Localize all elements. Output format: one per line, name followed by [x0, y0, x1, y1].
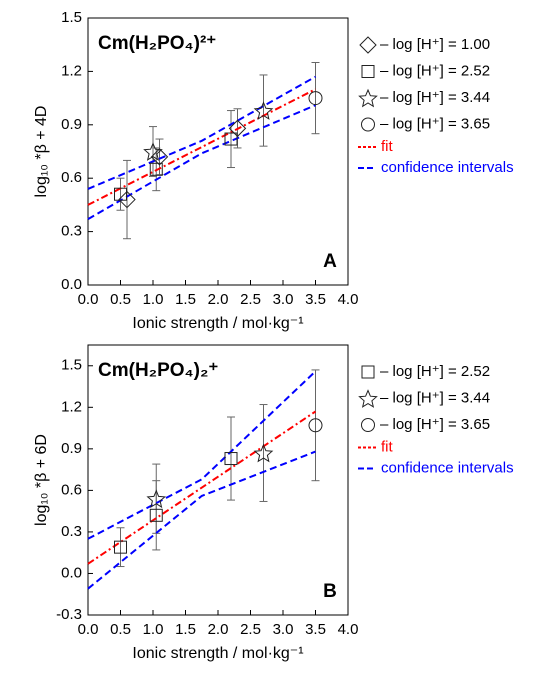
x-tick-label: 2.0	[208, 621, 229, 638]
error-bar	[116, 527, 125, 568]
panel-title: Cm(H₂PO₄)²⁺	[98, 33, 216, 54]
y-tick-label: 0.0	[61, 564, 82, 581]
y-tick-label: 1.5	[61, 357, 82, 374]
x-tick-label: 3.0	[273, 621, 294, 638]
error-bar	[152, 463, 161, 534]
x-tick-label: 0.0	[78, 291, 99, 308]
y-tick-label: 0.9	[61, 116, 82, 133]
marker-star	[146, 489, 167, 509]
error-bar	[259, 74, 268, 147]
x-tick-label: 1.0	[143, 621, 164, 638]
y-tick-label: 0.0	[61, 276, 82, 293]
y-tick-label: 1.5	[61, 9, 82, 26]
legend-label: – log [H⁺] = 3.65	[380, 115, 490, 132]
y-axis-label: log₁₀ *β + 4D	[33, 106, 50, 198]
error-bar	[227, 416, 235, 501]
marker-square	[114, 187, 127, 201]
ci-lower	[87, 450, 316, 590]
legend-label: confidence intervals	[381, 159, 514, 176]
legend-label: – log [H⁺] = 1.00	[380, 36, 490, 53]
panel-letter: B	[323, 581, 337, 602]
x-tick-label: 2.5	[240, 621, 261, 638]
panel-letter: A	[323, 251, 337, 272]
marker-circle	[361, 418, 375, 432]
ci-upper	[87, 75, 316, 190]
plot-frame	[87, 17, 349, 286]
x-axis-label: Ionic strength / mol·kg⁻¹	[132, 315, 303, 332]
y-tick-label: 1.2	[61, 62, 82, 79]
ci-lower	[87, 104, 316, 220]
legend-label: – log [H⁺] = 2.52	[380, 62, 490, 79]
error-bar	[311, 62, 320, 135]
x-tick-label: 2.0	[208, 291, 229, 308]
marker-square	[224, 452, 238, 466]
marker-star	[253, 101, 274, 120]
plot-frame	[87, 344, 349, 616]
x-tick-label: 0.5	[110, 621, 131, 638]
x-tick-label: 4.0	[338, 621, 359, 638]
ci-upper	[87, 370, 317, 540]
legend-label: fit	[381, 438, 394, 455]
marker-star	[358, 88, 378, 108]
legend-label: – log [H⁺] = 3.65	[380, 416, 490, 433]
marker-square	[361, 65, 375, 78]
y-tick-label: 0.6	[61, 169, 82, 186]
legend-label: fit	[381, 138, 394, 155]
x-tick-label: 3.5	[305, 291, 326, 308]
marker-diamond	[359, 36, 377, 54]
fit-line	[87, 410, 317, 565]
marker-square	[224, 132, 238, 146]
x-tick-label: 3.0	[273, 291, 294, 308]
x-tick-label: 1.0	[143, 291, 164, 308]
marker-circle	[361, 117, 375, 132]
panel-title: Cm(H₂PO₄)₂⁺	[98, 360, 218, 381]
marker-circle	[308, 418, 323, 433]
x-tick-label: 0.5	[110, 291, 131, 308]
error-bar	[116, 177, 125, 211]
marker-square	[361, 365, 375, 379]
x-tick-label: 2.5	[240, 291, 261, 308]
fit-line	[87, 88, 316, 206]
legend-label: – log [H⁺] = 3.44	[380, 389, 490, 406]
marker-star	[253, 443, 274, 463]
y-tick-label: 0.6	[61, 481, 82, 498]
marker-square	[114, 540, 127, 554]
legend-label: – log [H⁺] = 3.44	[380, 89, 490, 106]
x-tick-label: 4.0	[338, 291, 359, 308]
y-tick-label: 0.9	[61, 440, 82, 457]
y-tick-label: -0.3	[56, 606, 82, 623]
marker-diamond	[150, 148, 169, 166]
y-tick-label: 0.3	[61, 223, 82, 240]
marker-diamond	[118, 190, 136, 209]
x-tick-label: 0.0	[78, 621, 99, 638]
x-tick-label: 1.5	[175, 621, 196, 638]
x-tick-label: 3.5	[305, 621, 326, 638]
x-axis-label: Ionic strength / mol·kg⁻¹	[132, 645, 303, 662]
marker-square	[149, 508, 163, 522]
error-bar	[259, 404, 268, 502]
marker-circle	[308, 91, 323, 106]
marker-star	[143, 142, 163, 161]
error-bar	[227, 110, 235, 169]
error-bar	[311, 369, 320, 482]
marker-star	[358, 389, 378, 408]
legend-label: confidence intervals	[381, 459, 514, 476]
y-tick-label: 1.2	[61, 398, 82, 415]
x-tick-label: 1.5	[175, 291, 196, 308]
marker-square	[149, 162, 163, 176]
y-axis-label: log₁₀ *β + 6D	[33, 434, 50, 526]
legend-label: – log [H⁺] = 2.52	[380, 363, 490, 380]
error-bar	[149, 126, 157, 177]
y-tick-label: 0.3	[61, 523, 82, 540]
